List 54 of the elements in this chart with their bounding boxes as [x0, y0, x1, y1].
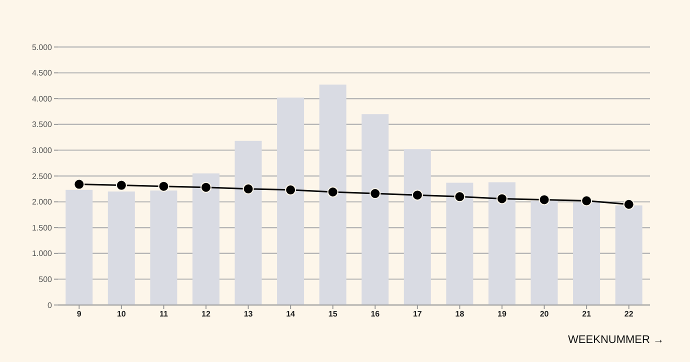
y-tick-label: 1.500 [32, 223, 53, 232]
bar [573, 202, 600, 305]
bar [615, 205, 642, 305]
x-tick-label: 15 [328, 310, 338, 319]
x-tick-label: 12 [202, 310, 211, 319]
y-tick-label: 2.500 [32, 172, 53, 181]
y-tick-label: 1.000 [32, 249, 53, 258]
point [496, 193, 508, 204]
point [158, 180, 170, 192]
x-tick-label: 9 [76, 310, 82, 319]
y-tick-label: 2.000 [32, 198, 53, 207]
bar [234, 140, 262, 305]
bar [150, 190, 178, 305]
point [454, 191, 466, 202]
x-tick-label: 11 [159, 310, 168, 319]
x-tick-label: 22 [624, 310, 634, 319]
bar [362, 114, 389, 305]
y-tick-label: 3.000 [32, 146, 53, 156]
y-tick-label: 500 [38, 275, 53, 284]
x-tick-label: 17 [412, 310, 422, 319]
bar [66, 190, 93, 305]
bar [488, 182, 516, 305]
bar [192, 173, 220, 305]
point [623, 198, 634, 210]
x-tick-label: 19 [498, 310, 507, 319]
bar [446, 182, 474, 305]
point [116, 180, 127, 191]
y-tick-label: 3.500 [32, 120, 53, 130]
y-tick-label: 0 [48, 300, 53, 310]
x-tick-label: 18 [455, 310, 465, 319]
bar [277, 98, 304, 305]
point [370, 188, 381, 200]
y-tick-label: 4.000 [32, 94, 53, 104]
point [285, 184, 296, 196]
x-tick-label: 10 [116, 310, 126, 319]
point [242, 183, 254, 194]
bar [319, 84, 346, 305]
x-axis-title: WEEKNUMMER → [568, 334, 664, 346]
bar [530, 200, 558, 305]
x-tick-label: 20 [540, 310, 550, 319]
y-tick-label: 4.500 [32, 68, 53, 78]
bar [108, 191, 135, 305]
x-tick-label: 16 [370, 310, 380, 319]
x-tick-label: 21 [582, 310, 592, 319]
point [327, 186, 338, 198]
point [538, 194, 550, 206]
point [412, 190, 423, 201]
point [581, 195, 592, 206]
bar [404, 149, 431, 305]
x-tick-label: 14 [286, 310, 296, 319]
y-tick-label: 5.000 [32, 42, 53, 52]
point [200, 182, 212, 193]
point [74, 178, 85, 190]
x-tick-label: 13 [244, 310, 254, 319]
